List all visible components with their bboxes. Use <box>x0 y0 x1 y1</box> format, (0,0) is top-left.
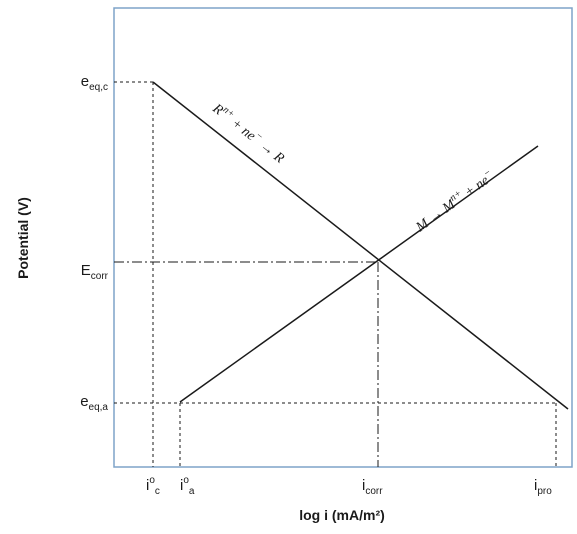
y-tick-eq-a: eeq,a <box>80 393 108 413</box>
anodic-reaction-label: M → Mn+ + ne− <box>411 167 498 236</box>
x-tick-ipro: ipro <box>534 477 552 497</box>
anodic-polarization-line <box>179 145 539 403</box>
y-axis-title: Potential (V) <box>15 197 31 279</box>
x-tick-icorr: icorr <box>362 477 383 497</box>
plot-frame <box>113 7 573 468</box>
cathodic-polarization-line <box>152 81 569 410</box>
x-axis-title: log i (mA/m²) <box>299 507 385 523</box>
x-tick-ic0: ioc <box>146 475 160 497</box>
y-tick-ecorr: Ecorr <box>81 262 109 282</box>
x-tick-ia0: ioa <box>180 475 195 497</box>
y-tick-eq-c: eeq,c <box>81 73 108 93</box>
cathodic-reaction-label: Rn+ + ne− → R <box>209 98 289 166</box>
